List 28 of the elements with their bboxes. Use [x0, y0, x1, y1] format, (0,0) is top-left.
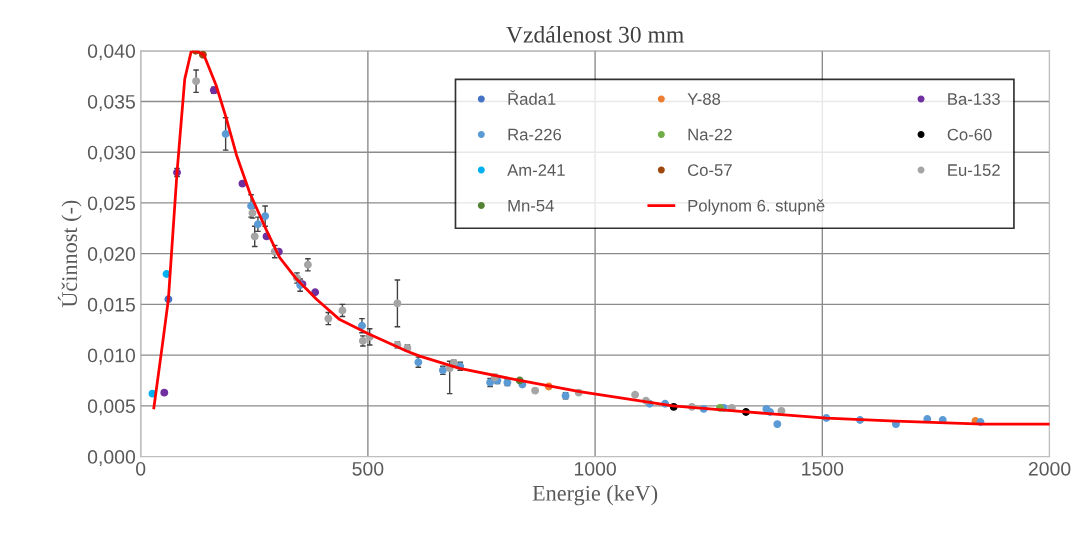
x-tick-label: 1500	[802, 461, 844, 476]
legend-label: Polynom 6. stupně	[688, 199, 825, 215]
legend-label: Ra-226	[508, 128, 562, 141]
legend-label: Eu-152	[948, 164, 1000, 176]
y-tick-label: 0,015	[87, 297, 135, 314]
x-tick-label: 2000	[1028, 461, 1071, 476]
legend-label: Am-241	[507, 164, 565, 176]
x-tick-label: 0	[136, 461, 146, 476]
y-axis-title: Účinnost (-)	[57, 200, 82, 308]
y-tick-label: 0,005	[87, 399, 135, 416]
legend-label: Ba-133	[948, 93, 1000, 105]
y-tick-label: 0,000	[87, 450, 136, 467]
x-axis-title: Energie (keV)	[532, 485, 658, 506]
y-tick-label: 0,040	[87, 44, 136, 61]
y-tick-label: 0,020	[87, 247, 136, 264]
legend-label: Na-22	[688, 128, 732, 141]
y-tick-label: 0,030	[87, 145, 136, 162]
legend-label: Řada1	[508, 90, 556, 105]
y-tick-label: 0,010	[87, 348, 136, 365]
legend-label: Mn-54	[508, 199, 554, 212]
y-tick-label: 0,025	[87, 196, 135, 213]
legend-label: Y-88	[687, 93, 721, 105]
y-tick-label: 0,035	[87, 94, 135, 111]
x-tick-label: 1000	[574, 461, 616, 476]
legend-label: Co-57	[688, 164, 732, 176]
legend-label: Co-60	[947, 128, 992, 141]
chart-title: Vzdálenost 30 mm	[506, 25, 684, 43]
x-tick-label: 500	[352, 461, 384, 476]
